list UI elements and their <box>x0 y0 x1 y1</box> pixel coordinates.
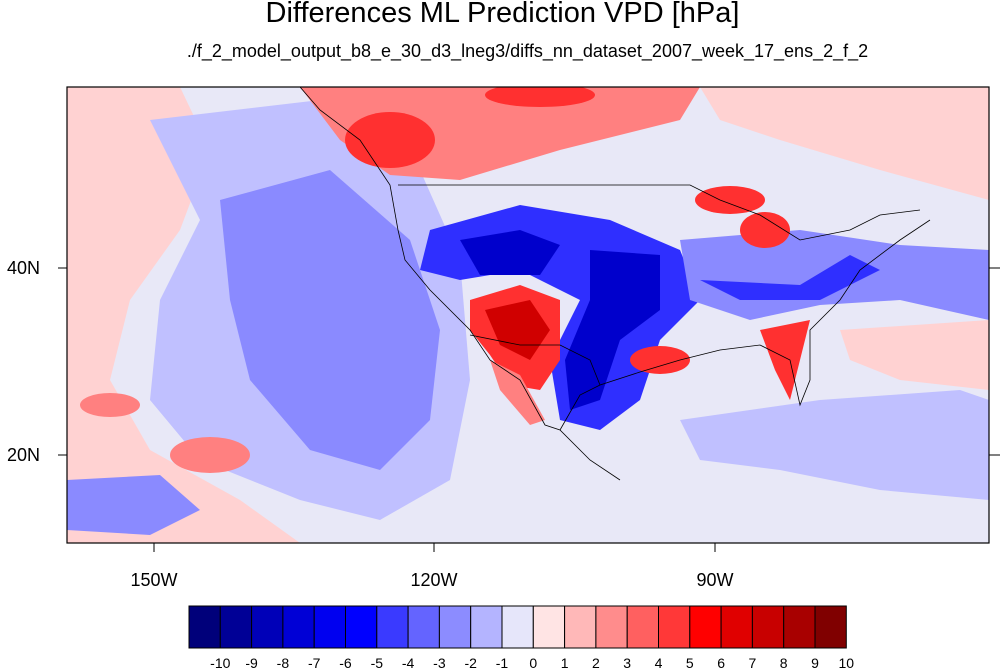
colorbar-box <box>282 605 315 649</box>
colorbar-box <box>251 605 284 649</box>
colorbar-label: 1 <box>560 655 569 671</box>
colorbar-box <box>564 605 597 649</box>
lon-ticks <box>153 543 716 552</box>
colorbar-label: -4 <box>401 655 415 671</box>
colorbar-box <box>188 605 221 649</box>
coastline-gulf <box>559 219 931 431</box>
colorbar-box <box>783 605 816 649</box>
field-pink-west <box>67 87 300 543</box>
colorbar-box <box>501 605 534 649</box>
colorbar-box <box>595 605 628 649</box>
colorbar-label: -2 <box>464 655 477 671</box>
coastline-west <box>299 87 621 481</box>
map-subtitle: ./f_2_model_output_b8_e_30_d3_lneg3/diff… <box>186 41 869 61</box>
colorbar-label: 10 <box>838 655 855 671</box>
colorbar-label: 5 <box>685 655 694 671</box>
field-red-florida <box>760 320 810 400</box>
coastlines <box>299 87 931 481</box>
colorbar-box <box>720 605 753 649</box>
field-red-canada-core <box>345 112 435 168</box>
field-red-canada-2 <box>485 87 595 107</box>
colorbar-box <box>532 605 566 649</box>
field-red-gulf <box>630 346 690 374</box>
lat-label-40n: 40N <box>6 258 40 278</box>
lon-label-90w: 90W <box>696 570 734 590</box>
field-blue-southwest <box>67 475 200 535</box>
colorbar-box <box>376 605 409 649</box>
field-blue-core-2 <box>565 250 660 410</box>
colorbar-box <box>407 605 440 649</box>
colorbar-label: 9 <box>811 655 819 671</box>
colorbar-box <box>470 605 503 649</box>
field-pink-blob-2 <box>80 393 140 417</box>
colorbar-label: -1 <box>495 655 509 671</box>
colorbar-box <box>626 605 660 649</box>
border-us-canada <box>398 184 921 241</box>
lon-label-120w: 120W <box>410 570 458 590</box>
colorbar-label: 4 <box>654 655 663 671</box>
lat-label-20n: 20N <box>6 445 40 465</box>
field-blue-caribbean <box>680 390 989 500</box>
map-frame <box>66 86 990 544</box>
field-blue-east-core <box>700 255 880 300</box>
colorbar-box <box>814 605 847 649</box>
colorbar-label: -8 <box>276 655 290 671</box>
colorbar-box <box>219 605 253 649</box>
field-pink-atlantic <box>840 320 989 390</box>
colorbar-label: -5 <box>370 655 384 671</box>
field-pink-blob-1 <box>170 437 250 473</box>
colorbar-label: 2 <box>591 655 600 671</box>
colorbar-label: 7 <box>748 655 757 671</box>
colorbar-label: 0 <box>529 655 538 671</box>
vpd-difference-field <box>67 87 989 543</box>
colorbar-label: -3 <box>433 655 446 671</box>
colorbar-box <box>345 605 378 649</box>
field-blue-pacific-core <box>220 170 440 470</box>
lon-label-150w: 150W <box>130 570 178 590</box>
colorbar-label: -10 <box>210 655 231 671</box>
colorbar-label: -9 <box>245 655 258 671</box>
field-pink-northeast <box>700 87 989 200</box>
map-title: Differences ML Prediction VPD [hPa] <box>265 0 740 29</box>
colorbar <box>188 605 847 649</box>
colorbar-label: -7 <box>307 655 321 671</box>
colorbar-label: 3 <box>623 655 632 671</box>
colorbar-box <box>689 605 722 649</box>
border-us-mexico <box>469 334 601 386</box>
colorbar-box <box>313 605 347 649</box>
colorbar-label: 6 <box>717 655 725 671</box>
field-red-baja <box>490 360 545 425</box>
colorbar-label: 8 <box>779 655 788 671</box>
field-blue-core-1 <box>460 230 560 275</box>
field-red-great-lakes-2 <box>740 212 790 248</box>
field-red-great-lakes-1 <box>695 186 765 214</box>
colorbar-box <box>658 605 691 649</box>
colorbar-box <box>438 605 472 649</box>
colorbar-label: -6 <box>339 655 352 671</box>
colorbar-box <box>751 605 785 649</box>
lat-ticks <box>58 267 1000 456</box>
